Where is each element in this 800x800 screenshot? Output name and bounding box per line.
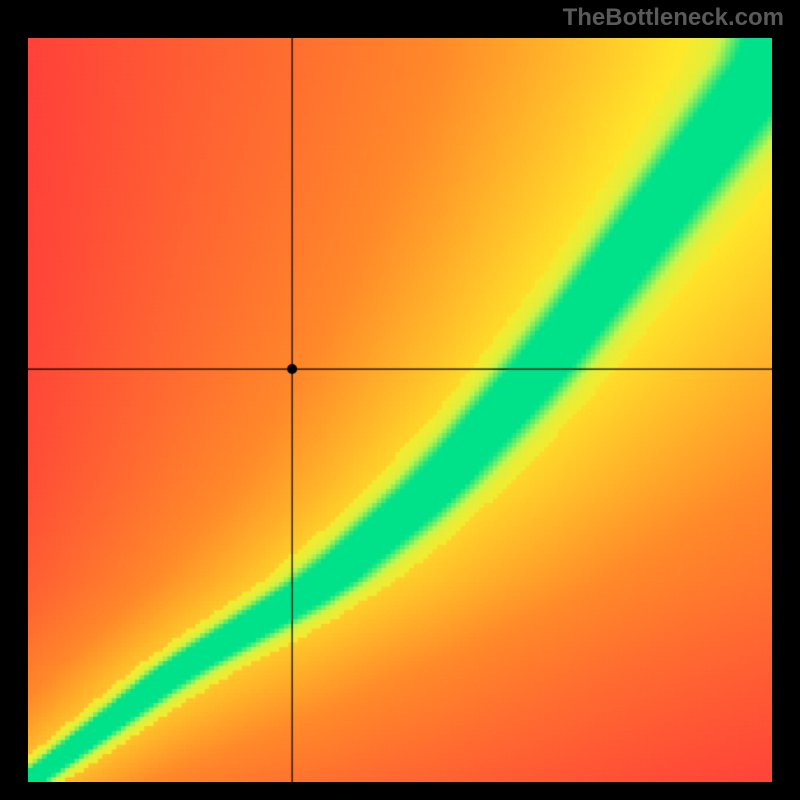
- watermark-text: TheBottleneck.com: [563, 4, 784, 32]
- plot-area: [28, 38, 772, 782]
- bottleneck-heatmap: [28, 38, 772, 782]
